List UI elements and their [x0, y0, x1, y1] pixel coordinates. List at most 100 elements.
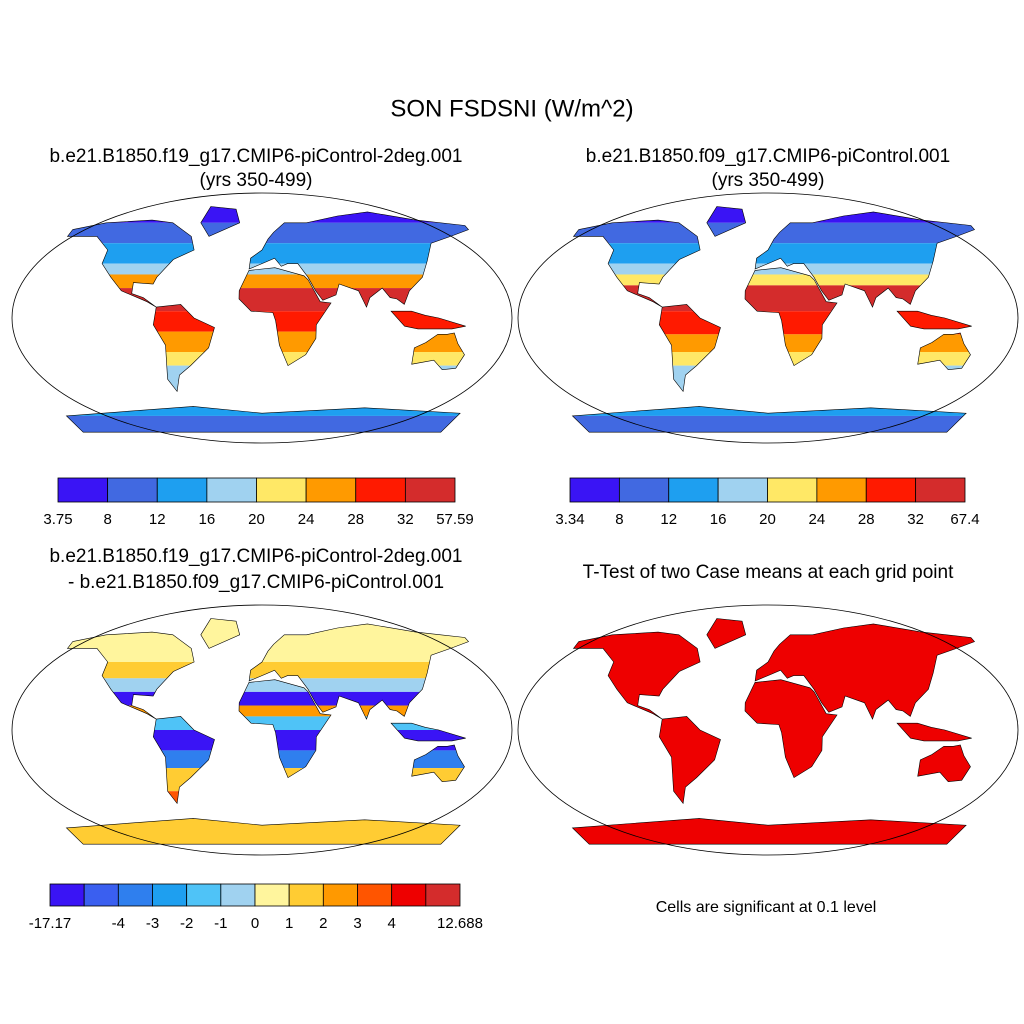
colorbar-label: 28 [858, 511, 875, 528]
colorbar-label: -1 [214, 915, 227, 932]
color-box [186, 883, 222, 907]
color-box [767, 477, 818, 503]
color-box [357, 883, 393, 907]
field-band [66, 311, 469, 332]
field-band [572, 365, 975, 400]
panel-title: b.e21.B1850.f09_g17.CMIP6-piControl.001 [586, 146, 950, 167]
field-band [66, 662, 469, 679]
color-box [83, 883, 119, 907]
note: Cells are significant at 0.1 level [656, 899, 877, 916]
field-band [66, 331, 469, 352]
field-band [572, 206, 975, 223]
coastline [571, 618, 976, 845]
field-band [66, 791, 469, 812]
panel-title: (yrs 350-499) [712, 170, 825, 191]
color-box [865, 477, 917, 503]
color-box [57, 477, 109, 503]
field-band [572, 415, 975, 433]
map-border [517, 192, 1019, 444]
colorbar-label: 20 [759, 511, 776, 528]
colorbar-label: -2 [180, 915, 193, 932]
colorbar-label: 16 [199, 511, 216, 528]
map-border [517, 604, 1019, 856]
color-box [618, 477, 670, 503]
colorbar-label: -4 [112, 915, 125, 932]
color-box [152, 883, 188, 907]
panel-title: T-Test of two Case means at each grid po… [583, 562, 954, 583]
color-box [404, 477, 456, 503]
color-box [717, 477, 768, 503]
map [11, 192, 513, 444]
field-band [572, 334, 975, 352]
field-band [66, 222, 469, 244]
colorbar-label: 4 [387, 915, 395, 932]
color-box [254, 883, 290, 907]
field-band [66, 730, 469, 751]
colorbar-label: 3.34 [555, 511, 584, 528]
colorbar-label: 67.4 [950, 511, 979, 528]
colorbar-label: 32 [907, 511, 924, 528]
color-box [49, 883, 85, 907]
colorbar-label: 32 [397, 511, 414, 528]
colorbar-label: 57.59 [436, 511, 474, 528]
colorbar-label: 24 [809, 511, 826, 528]
coastline [65, 618, 470, 845]
field-band [66, 274, 469, 289]
panel-title: - b.e21.B1850.f09_g17.CMIP6-piControl.00… [68, 572, 444, 593]
colorbar-label: -3 [146, 915, 159, 932]
color-box [915, 477, 966, 503]
color-box [288, 883, 324, 907]
field-band [66, 716, 469, 730]
map-field [66, 618, 469, 845]
field-band [66, 288, 469, 312]
field-band [66, 705, 469, 717]
color-box [117, 883, 153, 907]
color-box [668, 477, 719, 503]
color-box [305, 477, 357, 503]
color-box [206, 477, 257, 503]
field-band [66, 750, 469, 769]
map [11, 604, 513, 856]
colorbar-label: 28 [347, 511, 364, 528]
colorbar-label: -17.17 [29, 915, 72, 932]
map-field [572, 206, 975, 433]
colorbar-label: 2 [319, 915, 327, 932]
field-band [572, 311, 975, 335]
field-band [66, 206, 469, 223]
field-band [66, 365, 469, 400]
field-band [572, 274, 975, 286]
colorbar-label: 3 [353, 915, 361, 932]
colorbar-label: 16 [710, 511, 727, 528]
field-band [66, 618, 469, 662]
field-band [66, 352, 469, 366]
field-band [572, 399, 975, 416]
color-box [355, 477, 406, 503]
color-box [569, 477, 620, 503]
color-box [156, 477, 208, 503]
color-box [425, 883, 461, 907]
figure-title: SON FSDSNI (W/m^2) [390, 95, 633, 122]
colorbar-label: 12 [149, 511, 166, 528]
map [517, 192, 1019, 444]
color-box [322, 883, 358, 907]
colorbar-label: 8 [615, 511, 623, 528]
field-band [572, 263, 975, 275]
map-field [572, 618, 975, 845]
coastline [65, 206, 470, 433]
colorbar-label: 24 [298, 511, 315, 528]
field-band [66, 811, 469, 845]
colorbar-label: 12.688 [437, 915, 483, 932]
color-box [816, 477, 867, 503]
field-band [572, 285, 975, 312]
field-band [66, 691, 469, 706]
map-border [11, 192, 513, 444]
field-band [66, 678, 469, 692]
map-field [66, 206, 469, 433]
field-band [66, 263, 469, 275]
panel-title: b.e21.B1850.f19_g17.CMIP6-piControl-2deg… [49, 146, 462, 167]
colorbar-label: 8 [103, 511, 111, 528]
color-box [256, 477, 307, 503]
field-band [66, 243, 469, 264]
colorbar-label: 0 [251, 915, 259, 932]
